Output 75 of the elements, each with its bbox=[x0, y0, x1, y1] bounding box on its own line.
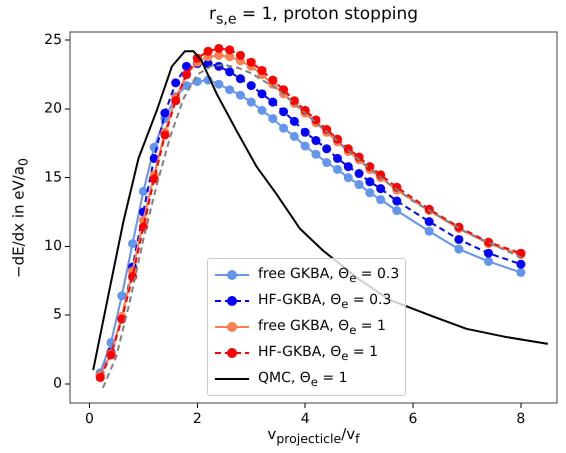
point bbox=[516, 268, 526, 277]
point bbox=[454, 234, 464, 244]
x-axis-title: v$_{projecticle}$/v$_{f}$ bbox=[267, 425, 360, 446]
y-tick-label: 25 bbox=[44, 32, 62, 48]
point bbox=[322, 158, 332, 168]
point bbox=[236, 90, 245, 100]
point bbox=[236, 74, 245, 84]
point bbox=[333, 164, 342, 174]
point bbox=[160, 130, 170, 140]
point bbox=[257, 66, 266, 75]
y-tick-label: 15 bbox=[44, 169, 62, 186]
point bbox=[204, 46, 213, 56]
point bbox=[333, 154, 342, 163]
point bbox=[225, 45, 234, 54]
point bbox=[246, 98, 256, 107]
point bbox=[392, 206, 402, 216]
point bbox=[311, 150, 320, 159]
point bbox=[268, 114, 278, 124]
x-tick-label: 8 bbox=[516, 411, 526, 428]
x-tick-label: 2 bbox=[192, 411, 202, 428]
point bbox=[182, 62, 191, 71]
point bbox=[344, 173, 353, 182]
point bbox=[376, 195, 386, 204]
point bbox=[225, 85, 234, 94]
point bbox=[171, 78, 180, 88]
y-tick-label: 20 bbox=[44, 100, 62, 117]
legend-label: HF-GKBA, Θ$_{e}$ = 0.3 bbox=[258, 292, 392, 310]
point bbox=[354, 169, 364, 178]
x-tick-label: 0 bbox=[84, 411, 94, 428]
point bbox=[214, 80, 224, 89]
point bbox=[225, 67, 234, 76]
point bbox=[354, 180, 364, 190]
point bbox=[128, 239, 138, 248]
legend-label: free GKBA, Θ$_{e}$ = 0.3 bbox=[258, 266, 400, 284]
point bbox=[454, 244, 464, 254]
y-tick-label: 5 bbox=[53, 306, 62, 323]
point bbox=[365, 177, 374, 186]
y-tick-label: 10 bbox=[44, 238, 62, 254]
x-tick-label: 4 bbox=[300, 411, 310, 428]
point bbox=[424, 217, 434, 226]
point bbox=[268, 98, 278, 107]
y-tick-label: 0 bbox=[53, 375, 62, 392]
legend-label: QMC, Θ$_{e}$ = 1 bbox=[258, 370, 348, 388]
point bbox=[171, 96, 180, 106]
point bbox=[214, 44, 224, 53]
point bbox=[424, 226, 434, 236]
point bbox=[484, 256, 494, 266]
point bbox=[392, 196, 402, 206]
point bbox=[344, 162, 353, 172]
point bbox=[365, 188, 374, 198]
point bbox=[376, 184, 386, 194]
point bbox=[160, 108, 170, 118]
point bbox=[279, 107, 288, 116]
point bbox=[300, 142, 310, 151]
point bbox=[290, 132, 299, 141]
point bbox=[246, 81, 256, 90]
point bbox=[246, 58, 256, 67]
point bbox=[300, 128, 310, 137]
point bbox=[150, 174, 159, 184]
legend-label: HF-GKBA, Θ$_{e}$ = 1 bbox=[258, 344, 378, 362]
point bbox=[236, 50, 245, 60]
point bbox=[257, 89, 266, 98]
legend-label: free GKBA, Θ$_{e}$ = 1 bbox=[258, 318, 386, 336]
point bbox=[290, 116, 299, 126]
point bbox=[279, 124, 288, 133]
x-tick-label: 6 bbox=[408, 411, 418, 428]
point bbox=[311, 136, 320, 146]
point bbox=[138, 186, 148, 196]
point bbox=[516, 260, 526, 269]
point bbox=[484, 248, 494, 258]
chart-title: r$_{s,e}$ = 1, proton stopping bbox=[208, 4, 420, 28]
point bbox=[117, 291, 126, 300]
point bbox=[257, 106, 266, 115]
point bbox=[322, 144, 332, 154]
point bbox=[268, 76, 278, 85]
